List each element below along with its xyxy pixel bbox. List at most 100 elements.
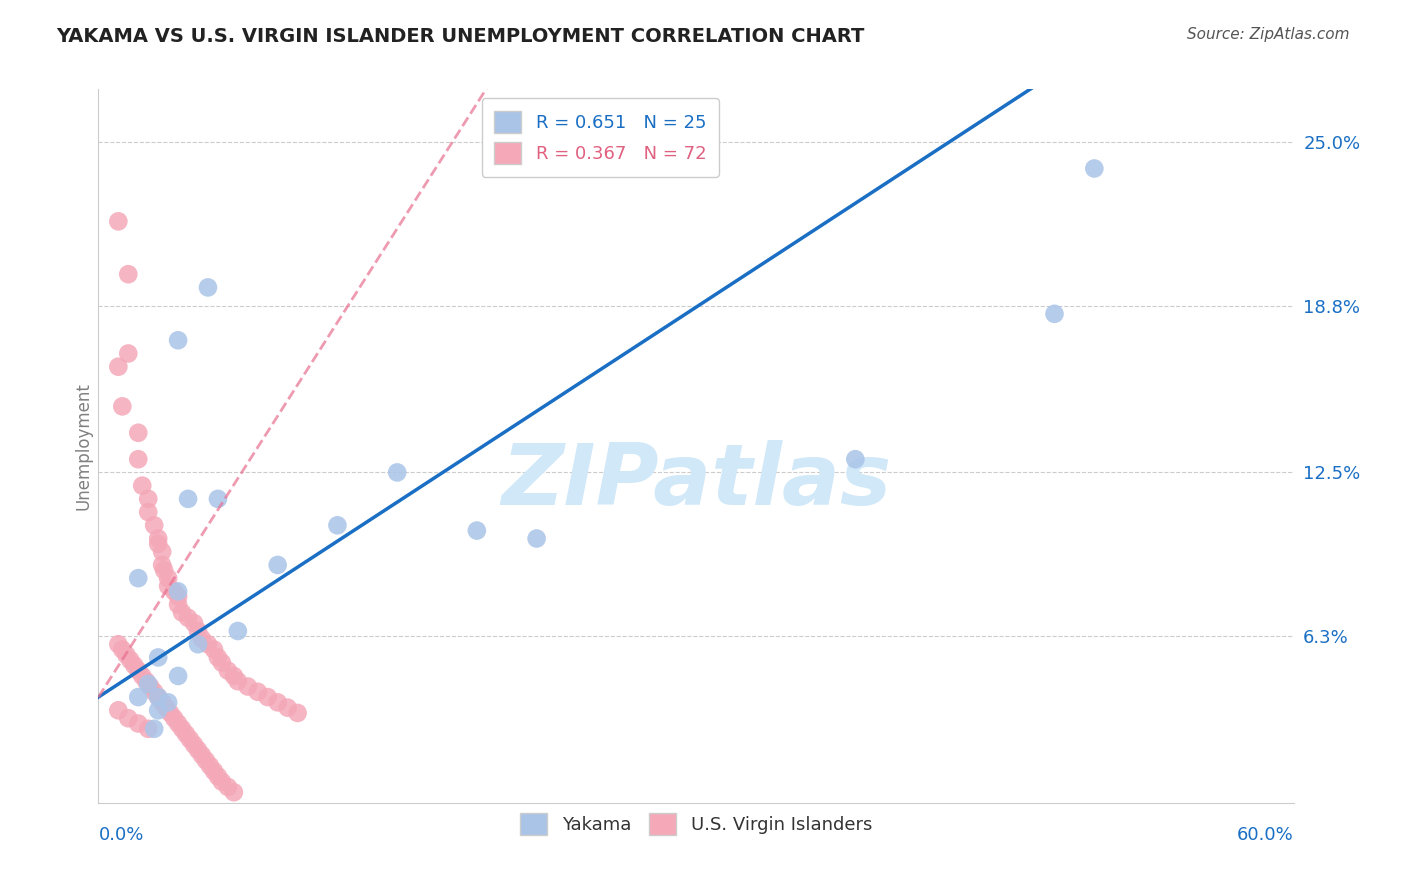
Point [163,711,186,725]
Point [187,624,209,638]
Point [844,452,866,467]
Point [127,664,149,678]
Point [222,785,245,799]
Point [107,637,129,651]
Point [120,653,142,667]
Point [179,732,201,747]
Point [127,690,149,704]
Point [167,716,190,731]
Point [167,598,190,612]
Point [148,690,170,704]
Point [117,346,139,360]
Point [148,532,170,546]
Point [202,764,225,778]
Point [127,571,149,585]
Point [267,695,290,709]
Point [153,563,176,577]
Point [465,524,488,538]
Point [136,491,159,506]
Point [217,780,239,794]
Point [187,637,209,651]
Point [197,280,219,294]
Point [222,669,245,683]
Point [226,674,249,689]
Point [157,571,180,585]
Point [148,537,170,551]
Point [267,558,290,572]
Point [143,722,166,736]
Text: ZIPatlas: ZIPatlas [501,440,891,524]
Point [217,664,239,678]
Point [107,703,129,717]
Point [197,637,219,651]
Point [1043,307,1066,321]
Point [246,685,269,699]
Point [1083,161,1105,176]
Point [174,727,197,741]
Point [139,680,162,694]
Point [143,518,166,533]
Point [326,518,349,533]
Point [167,584,190,599]
Point [207,769,229,783]
Text: 60.0%: 60.0% [1237,826,1294,844]
Point [211,656,233,670]
Point [117,267,139,281]
Point [191,632,214,646]
Text: YAKAMA VS U.S. VIRGIN ISLANDER UNEMPLOYMENT CORRELATION CHART: YAKAMA VS U.S. VIRGIN ISLANDER UNEMPLOYM… [56,27,865,45]
Point [124,658,146,673]
Point [127,425,149,440]
Point [150,695,173,709]
Point [172,722,194,736]
Point [150,558,173,572]
Point [526,532,548,546]
Point [136,677,159,691]
Point [131,478,153,492]
Point [202,642,225,657]
Point [277,700,299,714]
Legend: Yakama, U.S. Virgin Islanders: Yakama, U.S. Virgin Islanders [510,804,882,844]
Point [211,774,233,789]
Point [159,706,181,720]
Point [207,650,229,665]
Point [127,716,149,731]
Point [167,333,190,347]
Point [135,674,157,689]
Point [191,748,214,763]
Point [187,743,209,757]
Point [155,700,177,714]
Point [1004,29,1026,44]
Point [207,491,229,506]
Point [107,214,129,228]
Point [111,642,134,657]
Y-axis label: Unemployment: Unemployment [75,382,93,510]
Point [287,706,309,720]
Point [167,669,190,683]
Point [117,711,139,725]
Point [167,590,190,604]
Point [177,611,200,625]
Text: 0.0%: 0.0% [98,826,143,844]
Point [127,452,149,467]
Point [143,685,166,699]
Point [172,606,194,620]
Text: Source: ZipAtlas.com: Source: ZipAtlas.com [1187,27,1350,42]
Point [256,690,278,704]
Point [111,400,134,414]
Point [177,491,200,506]
Point [148,703,170,717]
Point [236,680,259,694]
Point [183,738,205,752]
Point [136,722,159,736]
Point [148,650,170,665]
Point [115,648,138,662]
Point [385,466,409,480]
Point [198,759,221,773]
Point [163,584,186,599]
Point [136,505,159,519]
Point [131,669,153,683]
Point [157,695,180,709]
Point [148,690,170,704]
Point [157,579,180,593]
Point [183,616,205,631]
